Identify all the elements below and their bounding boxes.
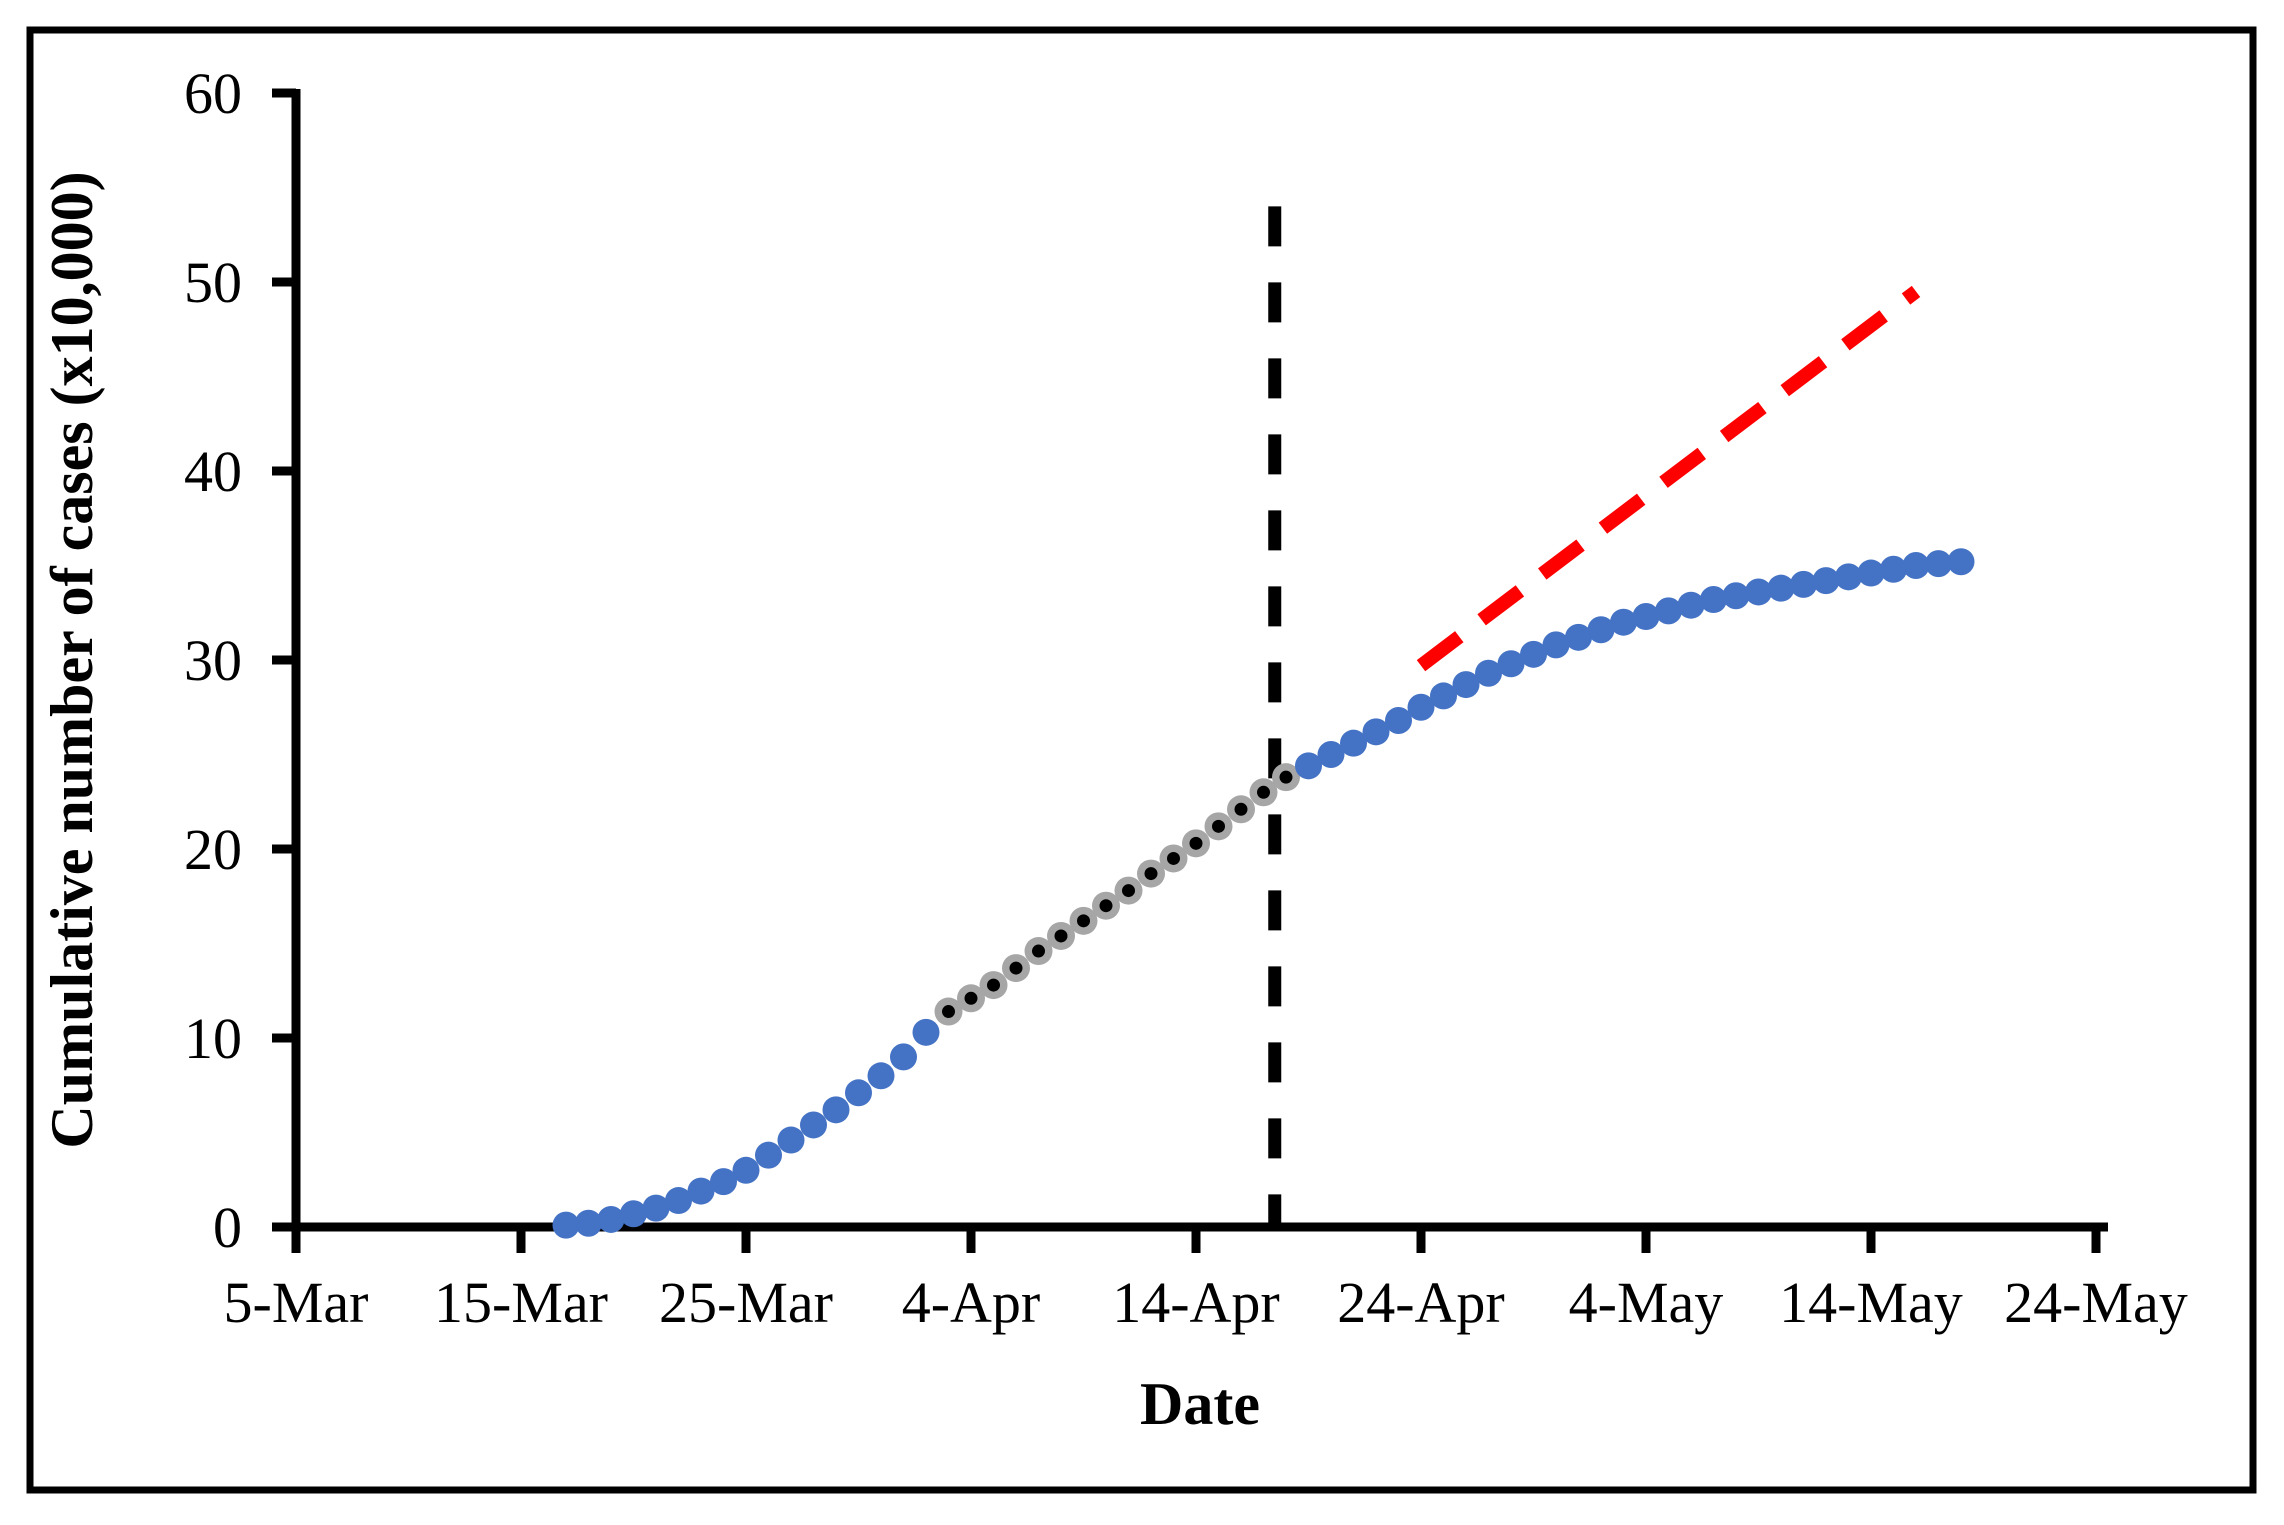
x-tick-label: 4-May [1569,1270,1724,1335]
observed-cases-early-point [822,1096,850,1124]
x-axis-title: Date [1140,1371,1260,1437]
observed-cases-late-point [1812,567,1840,595]
observed-cases-late-point [1610,608,1637,636]
observed-cases-late-point [1565,623,1592,651]
x-tick-label: 4-Apr [902,1270,1041,1335]
model-fit-window-center-dot [1234,802,1248,816]
x-tick-label: 25-Mar [659,1270,833,1335]
observed-cases-late-point [1902,552,1930,579]
model-fit-window-center-dot [1212,819,1225,833]
model-fit-window-center-dot [1077,914,1090,928]
x-tick-label: 14-May [1779,1270,1963,1335]
model-fit-window-center-dot [1009,961,1023,975]
model-fit-window-center-dot [1099,899,1113,913]
model-fit-window-center-dot [1144,867,1158,881]
observed-cases-late-point [1452,671,1480,699]
model-fit-window-center-dot [942,1005,955,1019]
y-tick-label: 50 [184,250,242,315]
y-tick-label: 30 [184,628,242,693]
observed-cases-early-point [845,1079,872,1107]
observed-cases-early-point [552,1211,580,1239]
observed-cases-late-point [1947,548,1975,576]
observed-cases-early-point [890,1043,917,1071]
observed-cases-late-point [1317,741,1345,768]
observed-cases-early-point [642,1194,670,1222]
observed-cases-early-point [800,1111,827,1139]
model-fit-window-center-dot [1122,884,1135,898]
observed-cases-late-point [1857,559,1885,587]
observed-cases-late-point [1655,597,1682,625]
observed-cases-late-point [1767,574,1795,602]
projection-line [1416,285,1921,672]
observed-cases-late-point [1542,631,1570,659]
observed-cases-late-point [1835,563,1862,591]
observed-cases-late-point [1520,640,1547,668]
y-tick-label: 40 [184,439,242,504]
observed-cases-late-point [1385,706,1412,734]
x-tick-label: 15-Mar [434,1270,608,1335]
observed-cases-early-point [710,1168,737,1196]
model-fit-window-center-dot [964,991,978,1005]
model-fit-window-center-dot [1189,836,1203,850]
model-fit-window-center-dot [1257,785,1270,799]
model-fit-window-center-dot [987,978,1000,992]
observed-cases-late-point [1722,582,1750,610]
observed-cases-late-point [1700,586,1727,614]
observed-cases-late-point [1362,718,1390,746]
y-tick-label: 10 [184,1006,242,1071]
y-tick-label: 60 [184,61,242,126]
observed-cases-late-point [1295,752,1322,780]
observed-cases-late-point [1430,682,1457,710]
observed-cases-early-point [665,1187,692,1215]
observed-cases-early-point [912,1018,940,1046]
x-tick-label: 24-Apr [1337,1270,1505,1335]
observed-cases-early-point [575,1209,602,1237]
observed-cases-early-point [777,1126,805,1154]
observed-cases-early-point [687,1177,715,1205]
observed-cases-late-point [1790,570,1817,598]
observed-cases-early-point [597,1205,625,1233]
y-tick-label: 0 [213,1195,242,1260]
plot-layer: 0 10 20 30 40 50 60 5-Mar 15-Mar 25-Mar 4-Apr 14-Ap… [184,61,2188,1335]
model-fit-window-center-dot [1279,770,1293,784]
observed-cases-late-point [1745,578,1772,606]
observed-cases-late-point [1407,693,1435,721]
observed-cases-late-point [1632,603,1660,631]
figure-border [26,26,2257,1494]
model-fit-window-center-dot [1167,851,1180,865]
x-tick-label: 14-Apr [1112,1270,1280,1335]
y-tick-label: 20 [184,817,242,882]
y-axis-title: Cumulative number of cases (x10,000) [39,171,105,1148]
observed-cases-late-point [1497,650,1525,678]
model-fit-window-center-dot [1054,929,1068,943]
x-tick-label: 5-Mar [224,1270,369,1335]
observed-cases-late-point [1587,616,1615,644]
observed-cases-early-point [867,1062,895,1090]
observed-cases-early-point [755,1141,782,1169]
observed-cases-early-point [620,1200,647,1228]
observed-cases-late-point [1340,729,1367,757]
model-fit-window-center-dot [1032,944,1045,958]
observed-cases-late-point [1475,659,1502,687]
x-tick-label: 24-May [2004,1270,2188,1335]
observed-cases-late-point [1677,591,1705,619]
observed-cases-early-point [732,1156,760,1184]
observed-cases-late-point [1925,550,1952,578]
observed-cases-late-point [1880,555,1907,583]
